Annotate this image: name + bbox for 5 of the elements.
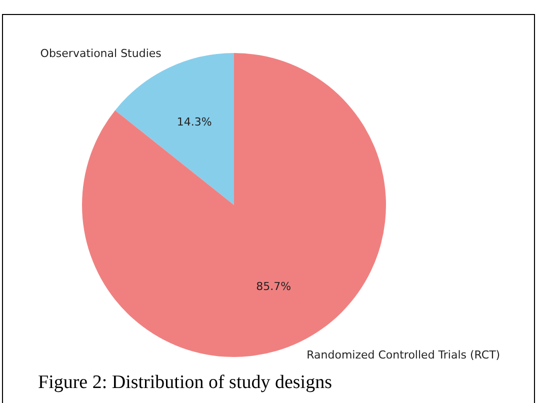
data-label: 14.3%: [176, 116, 212, 129]
caption: Figure 2: Distribution of study designs: [38, 372, 332, 394]
slice-label: Randomized Controlled Trials (RCT): [306, 348, 500, 362]
slice-label: Observational Studies: [40, 47, 162, 60]
data-label: 85.7%: [256, 280, 292, 294]
